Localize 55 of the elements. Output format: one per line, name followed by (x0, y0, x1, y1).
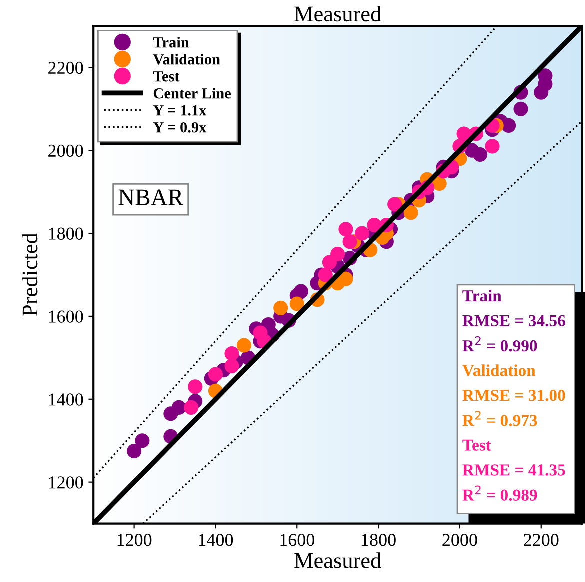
point (485, 139, 500, 154)
annotation: RMSE = 41.35 (462, 464, 566, 476)
x-tick-label: 1800 (362, 534, 396, 546)
point (236, 338, 252, 353)
point (342, 234, 358, 250)
point (502, 118, 516, 133)
x-axis-title: Measured (294, 552, 382, 568)
y-tick-label: 1600 (49, 310, 84, 323)
annotation: Test (462, 440, 492, 451)
annotation: R$^{2}$ = 0.990 (462, 336, 538, 352)
point (208, 367, 224, 382)
annotation: RMSE = 31.00 (462, 390, 566, 402)
legend-label: Validation (153, 54, 220, 65)
y-axis-title: Predicted (22, 233, 38, 316)
x-tick-label: 2000 (442, 534, 478, 546)
annotation: NBAR (118, 190, 184, 206)
point (184, 400, 199, 415)
point (318, 268, 333, 282)
y-tick-label: 2200 (48, 62, 84, 74)
annotation: Validation (462, 364, 536, 376)
x-tick-label: 1400 (199, 534, 234, 546)
point (135, 434, 150, 448)
point (330, 246, 346, 262)
point (127, 444, 142, 459)
point (224, 346, 240, 362)
legend-label: Center Line (154, 88, 232, 99)
legend-label: Test (153, 72, 180, 82)
y-tick-label: 1800 (49, 228, 84, 240)
point (404, 206, 418, 220)
annotation: RMSE = 34.56 (462, 315, 566, 327)
y-tick-label: 2000 (48, 144, 84, 158)
y-tick-label: 1200 (49, 476, 84, 489)
x-tick-label: 1200 (118, 534, 152, 546)
point (338, 222, 354, 237)
point (294, 284, 308, 299)
point (224, 358, 240, 374)
point (473, 147, 488, 162)
chart-title: Measured (294, 6, 382, 22)
legend-label: Y = 0.9x (153, 122, 207, 133)
point (274, 300, 288, 316)
point (172, 400, 186, 415)
annotation: R$^{2}$ = 0.989 (462, 486, 538, 502)
point (290, 296, 304, 312)
point (514, 102, 528, 116)
annotation: R$^{2}$ = 0.973 (462, 411, 538, 426)
point (354, 226, 370, 241)
point (388, 197, 402, 212)
annotation: Train (462, 290, 502, 302)
point (338, 272, 354, 286)
legend-label: Train (153, 36, 190, 48)
x-tick-label: 2200 (524, 534, 559, 546)
y-tick-label: 1400 (49, 394, 84, 406)
point (188, 380, 203, 394)
legend-label: Y = 1.1x (153, 106, 207, 116)
x-tick-label: 1600 (280, 534, 314, 546)
